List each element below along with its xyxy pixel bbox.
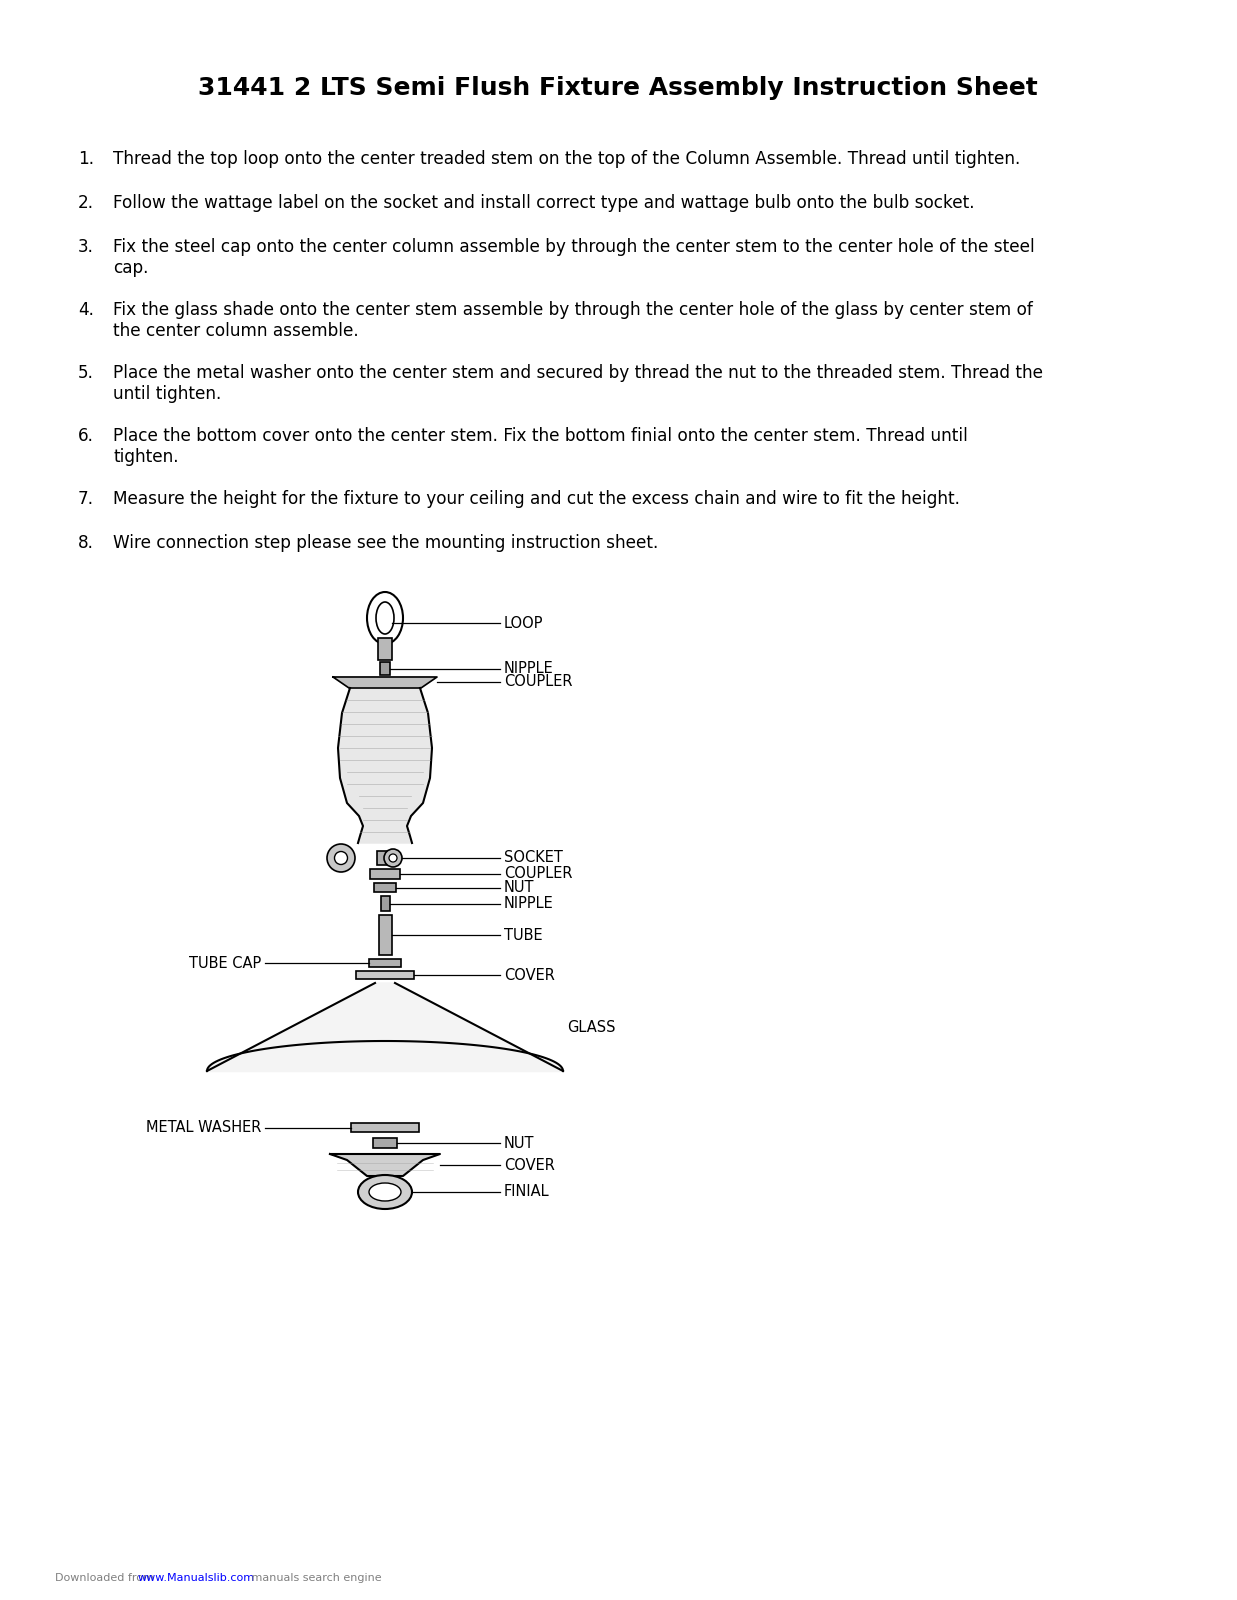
- Bar: [379, 915, 391, 955]
- Ellipse shape: [327, 845, 355, 872]
- Text: Measure the height for the fixture to your ceiling and cut the excess chain and : Measure the height for the fixture to yo…: [113, 490, 960, 509]
- Text: Follow the wattage label on the socket and install correct type and wattage bulb: Follow the wattage label on the socket a…: [113, 194, 975, 211]
- Text: Place the bottom cover onto the center stem. Fix the bottom finial onto the cent: Place the bottom cover onto the center s…: [113, 427, 967, 466]
- Text: COVER: COVER: [503, 968, 555, 982]
- Text: GLASS: GLASS: [567, 1019, 616, 1035]
- Bar: [351, 1123, 419, 1133]
- Ellipse shape: [334, 851, 348, 864]
- Text: Wire connection step please see the mounting instruction sheet.: Wire connection step please see the moun…: [113, 534, 658, 552]
- Text: 3.: 3.: [78, 238, 94, 256]
- Ellipse shape: [383, 850, 402, 867]
- Polygon shape: [207, 982, 563, 1070]
- Text: SOCKET: SOCKET: [503, 851, 563, 866]
- Text: 4.: 4.: [78, 301, 94, 318]
- Text: 8.: 8.: [78, 534, 94, 552]
- Text: Place the metal washer onto the center stem and secured by thread the nut to the: Place the metal washer onto the center s…: [113, 365, 1043, 403]
- Text: 31441 2 LTS Semi Flush Fixture Assembly Instruction Sheet: 31441 2 LTS Semi Flush Fixture Assembly …: [198, 75, 1038, 99]
- Bar: [369, 958, 401, 966]
- Text: TUBE CAP: TUBE CAP: [189, 955, 261, 971]
- Text: FINIAL: FINIAL: [503, 1184, 549, 1200]
- Text: Downloaded from: Downloaded from: [54, 1573, 157, 1582]
- Ellipse shape: [376, 602, 395, 634]
- Polygon shape: [338, 688, 432, 843]
- Bar: [374, 883, 396, 893]
- Text: Fix the steel cap onto the center column assemble by through the center stem to : Fix the steel cap onto the center column…: [113, 238, 1034, 277]
- Bar: [377, 851, 393, 866]
- Text: 6.: 6.: [78, 427, 94, 445]
- Ellipse shape: [369, 1182, 401, 1202]
- Text: NIPPLE: NIPPLE: [503, 661, 554, 675]
- Bar: [381, 896, 390, 910]
- Text: 1.: 1.: [78, 150, 94, 168]
- Ellipse shape: [388, 854, 397, 862]
- Text: manuals search engine: manuals search engine: [247, 1573, 382, 1582]
- Text: NUT: NUT: [503, 880, 534, 894]
- Ellipse shape: [357, 1174, 412, 1210]
- Text: 5.: 5.: [78, 365, 94, 382]
- Text: 2.: 2.: [78, 194, 94, 211]
- Text: NIPPLE: NIPPLE: [503, 896, 554, 910]
- Text: Fix the glass shade onto the center stem assemble by through the center hole of : Fix the glass shade onto the center stem…: [113, 301, 1033, 339]
- Text: METAL WASHER: METAL WASHER: [146, 1120, 261, 1134]
- Bar: [356, 971, 414, 979]
- Text: Thread the top loop onto the center treaded stem on the top of the Column Assemb: Thread the top loop onto the center trea…: [113, 150, 1021, 168]
- Bar: [370, 869, 400, 878]
- Polygon shape: [330, 1154, 440, 1176]
- Bar: [379, 638, 392, 659]
- Text: COUPLER: COUPLER: [503, 867, 573, 882]
- Bar: [374, 1138, 397, 1149]
- Text: COUPLER: COUPLER: [503, 675, 573, 690]
- Text: www.Manualslib.com: www.Manualslib.com: [139, 1573, 255, 1582]
- Text: TUBE: TUBE: [503, 928, 543, 942]
- Text: NUT: NUT: [503, 1136, 534, 1150]
- Text: LOOP: LOOP: [503, 616, 543, 630]
- Text: COVER: COVER: [503, 1157, 555, 1173]
- Text: 7.: 7.: [78, 490, 94, 509]
- Bar: [380, 662, 390, 675]
- Polygon shape: [333, 677, 437, 688]
